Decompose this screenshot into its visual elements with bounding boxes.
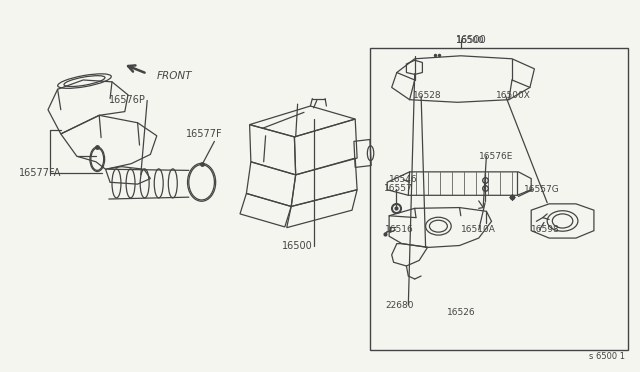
Text: FRONT: FRONT	[157, 71, 192, 81]
Text: 16516: 16516	[385, 225, 413, 234]
Text: s 6500 1: s 6500 1	[589, 352, 625, 361]
Text: 16500: 16500	[282, 241, 312, 250]
Text: 16576E: 16576E	[479, 152, 513, 161]
Text: 16577FA: 16577FA	[19, 168, 61, 178]
Text: 16557: 16557	[384, 184, 413, 193]
Text: 16500: 16500	[456, 36, 485, 45]
Text: 16528: 16528	[413, 92, 442, 100]
Text: 16526: 16526	[447, 308, 476, 317]
Bar	[370, 48, 628, 350]
Text: 16557G: 16557G	[524, 185, 559, 194]
Text: 16598: 16598	[531, 225, 560, 234]
Text: 16500X: 16500X	[496, 92, 531, 100]
Text: 16546: 16546	[389, 175, 418, 184]
Text: 16576P: 16576P	[109, 96, 146, 105]
Text: 16510A: 16510A	[461, 225, 495, 234]
Text: 16577F: 16577F	[186, 129, 222, 139]
Text: 22680: 22680	[385, 301, 414, 310]
Text: 16500: 16500	[456, 35, 487, 45]
